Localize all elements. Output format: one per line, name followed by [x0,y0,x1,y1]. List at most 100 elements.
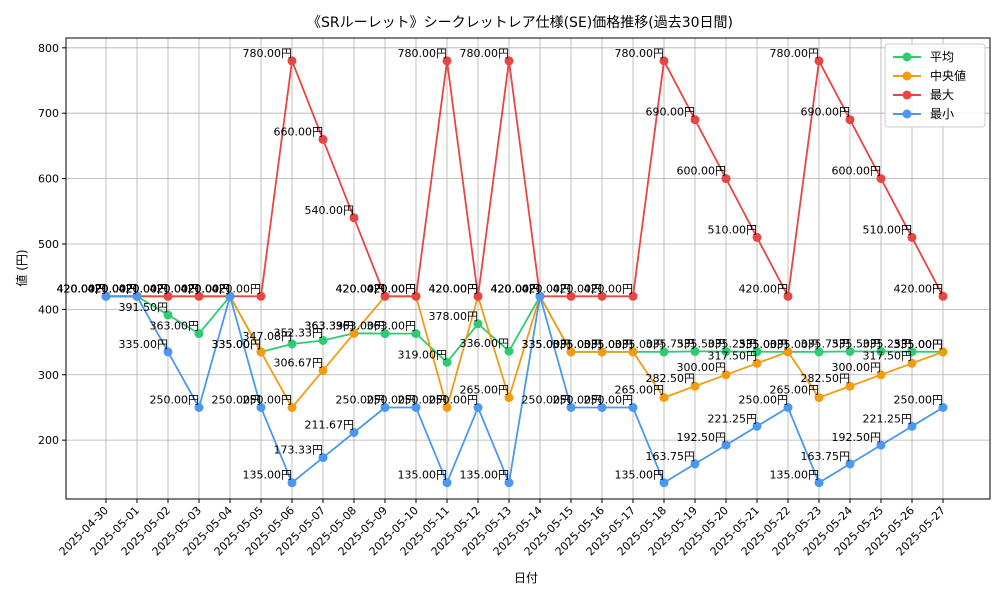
data-label: 510.00円 [708,223,758,236]
data-point [721,440,731,450]
data-point [876,370,886,380]
data-label: 335.00円 [522,338,572,351]
data-label: 250.00円 [429,394,479,407]
data-label: 363.00円 [336,320,386,333]
data-label: 420.00円 [57,282,107,295]
data-label: 420.00円 [491,282,541,295]
data-point [845,115,855,125]
data-label: 250.00円 [739,394,789,407]
data-point [690,346,700,356]
legend-label: 最大 [930,88,954,102]
data-point [752,358,762,368]
data-point [690,459,700,469]
grid [66,38,990,499]
data-point [473,291,483,301]
data-label: 335.00円 [553,338,603,351]
data-label: 690.00円 [646,106,696,119]
data-label: 420.00円 [367,282,417,295]
data-point [814,393,824,403]
data-point [814,478,824,488]
data-label: 420.00円 [336,282,386,295]
data-label: 420.00円 [88,282,138,295]
data-point [783,291,793,301]
series-line [106,292,944,486]
data-point [721,370,731,380]
data-label: 420.00円 [119,282,169,295]
data-point [194,403,204,412]
data-label: 250.00円 [894,394,944,407]
data-point [907,347,917,357]
data-point [380,291,390,301]
data-label: 265.00円 [460,384,510,397]
data-label: 420.00円 [553,282,603,295]
data-label: 420.00円 [429,282,479,295]
data-label: 420.00円 [181,282,231,295]
data-point [876,174,886,184]
legend-entry: 平均 [893,50,954,64]
data-point [442,403,452,412]
y-tick-label: 500 [38,238,59,251]
data-label: 335.50円 [677,338,727,351]
data-point [194,291,204,301]
data-label: 420.00円 [336,282,386,295]
data-label: 363.33円 [305,319,355,332]
data-point [752,421,762,431]
data-label: 250.00円 [584,394,634,407]
data-point [287,403,297,412]
data-point [442,357,452,367]
data-label: 780.00円 [770,47,820,60]
legend-label: 平均 [930,50,954,64]
y-tick-label: 400 [38,303,59,316]
data-point [597,347,607,357]
data-label: 335.00円 [584,338,634,351]
series-layer [101,56,948,488]
legend-entry: 最大 [893,88,954,102]
data-label: 335.75円 [801,337,851,350]
data-label: 335.00円 [212,338,262,351]
data-point [132,291,142,301]
data-point [783,403,793,412]
data-label: 335.00円 [119,338,169,351]
data-point [597,403,607,412]
legend-marker [902,52,912,62]
data-point [535,291,545,301]
data-point [349,428,359,437]
data-point [256,403,266,412]
data-label: 335.00円 [553,338,603,351]
data-point [783,347,793,357]
data-label: 335.00円 [739,338,789,351]
data-label: 420.00円 [212,282,262,295]
data-point [504,56,514,66]
data-label: 378.00円 [429,310,479,323]
data-label: 282.50円 [646,372,696,385]
y-tick-label: 600 [38,173,59,186]
data-label: 163.75円 [801,450,851,463]
data-label: 420.00円 [491,282,541,295]
data-label: 780.00円 [243,47,293,60]
data-label: 317.50円 [863,349,913,362]
data-point [659,393,669,403]
data-point [504,478,514,488]
data-label: 319.00円 [398,348,448,361]
data-point [907,358,917,368]
data-label: 211.67円 [305,419,355,432]
legend-marker [902,109,912,119]
data-point [659,56,669,66]
data-point [876,347,886,356]
data-label: 420.00円 [57,282,107,295]
data-label: 780.00円 [460,47,510,60]
data-label: 420.00円 [88,282,138,295]
data-label: 660.00円 [274,125,324,138]
data-point [256,347,266,357]
data-label: 300.00円 [677,361,727,374]
data-label: 335.00円 [739,338,789,351]
data-label: 335.50円 [832,338,882,351]
data-label: 335.75円 [646,337,696,350]
data-label: 420.00円 [88,282,138,295]
data-point [628,347,638,357]
plot-frame [65,37,991,500]
data-point [845,459,855,469]
data-label: 335.00円 [212,338,262,351]
data-label: 600.00円 [832,165,882,178]
